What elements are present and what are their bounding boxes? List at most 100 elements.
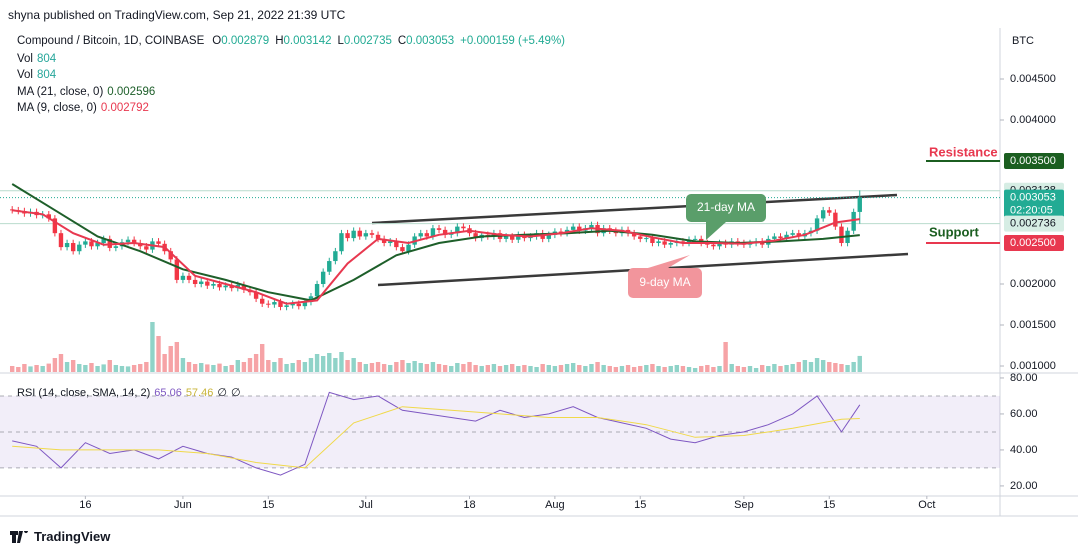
volume-bar xyxy=(345,360,350,372)
volume-bar xyxy=(9,366,15,372)
volume-bar xyxy=(814,358,820,372)
level-label: Resistance xyxy=(929,144,998,159)
candle-body xyxy=(369,233,375,235)
candle-body xyxy=(772,236,777,239)
volume-bar xyxy=(40,366,45,372)
volume-bar xyxy=(601,365,606,372)
candle-body xyxy=(156,241,161,244)
volume-bar xyxy=(290,363,295,372)
volume-bar xyxy=(449,366,454,372)
candle-body xyxy=(345,233,350,239)
volume-bar xyxy=(662,367,667,372)
volume-bar xyxy=(558,365,564,372)
volume-bar xyxy=(686,367,692,372)
volume-bar xyxy=(540,364,545,372)
candle-body xyxy=(436,228,442,230)
volume-bar xyxy=(70,360,76,372)
candle-body xyxy=(400,247,405,252)
candle-body xyxy=(790,233,795,235)
candle-body xyxy=(546,234,551,239)
rsi-tick-label: 40.00 xyxy=(1010,444,1038,456)
candle-body xyxy=(272,302,277,305)
volume-bar xyxy=(217,363,222,372)
volume-bar xyxy=(327,353,332,372)
volume-bar xyxy=(827,362,832,372)
candle-body xyxy=(650,238,655,244)
volume-bar xyxy=(205,364,210,372)
vol-value: 804 xyxy=(37,69,57,81)
volume-bar xyxy=(735,366,741,372)
volume-bar xyxy=(144,362,149,372)
candle-body xyxy=(516,234,521,240)
callout-pointer xyxy=(648,255,690,268)
candle-body xyxy=(259,298,265,304)
candle-body xyxy=(778,236,783,239)
rsi-sma-line xyxy=(12,406,860,469)
volume-bar xyxy=(741,367,747,372)
candle-body xyxy=(394,241,399,248)
brand: TradingView xyxy=(34,529,111,544)
candle-body xyxy=(461,226,466,229)
ohlc-value: 0.002879 xyxy=(221,35,270,47)
rsi-tick-label: 60.00 xyxy=(1010,408,1038,420)
rsi-extra: ∅ xyxy=(217,387,227,399)
volume-bar xyxy=(839,364,844,372)
volume-bar xyxy=(259,344,265,372)
candle-body xyxy=(223,285,228,288)
candle-body xyxy=(58,233,64,248)
volume-bar xyxy=(552,366,558,372)
candle-body xyxy=(509,236,515,240)
candle-body xyxy=(253,292,259,299)
candle-body xyxy=(820,210,826,219)
x-tick-label: Jun xyxy=(174,499,192,511)
candle-body xyxy=(381,238,387,244)
volume-bar xyxy=(223,366,228,372)
volume-bar xyxy=(528,366,533,372)
ohlc-label: O xyxy=(212,35,222,47)
volume-bar xyxy=(485,365,491,372)
vol-value: 804 xyxy=(37,53,57,65)
candle-body xyxy=(357,230,362,237)
volume-bar xyxy=(534,367,539,372)
volume-bar xyxy=(64,362,70,372)
volume-bar xyxy=(607,366,612,372)
ma-name: MA (9, close, 0) xyxy=(17,102,97,114)
candle-body xyxy=(827,210,832,213)
candle-body xyxy=(851,211,856,231)
candle-body xyxy=(205,281,210,286)
volume-bar xyxy=(89,363,94,372)
volume-bar xyxy=(546,365,551,372)
candle-body xyxy=(503,236,509,239)
volume-bar xyxy=(235,360,241,372)
volume-bar xyxy=(461,364,466,372)
volume-bar xyxy=(699,366,704,372)
volume-bar xyxy=(272,362,277,372)
volume-bar xyxy=(656,366,661,372)
candle-body xyxy=(717,243,722,247)
candle-body xyxy=(241,284,247,290)
candle-body xyxy=(418,233,423,237)
callout-text: 21-day MA xyxy=(697,200,755,214)
volume-bar xyxy=(619,366,625,372)
price-label: 0.003053 xyxy=(1010,192,1056,204)
x-tick-label: Sep xyxy=(734,499,754,511)
rsi-tick-label: 20.00 xyxy=(1010,480,1038,492)
candle-body xyxy=(314,284,320,297)
candle-body xyxy=(388,241,393,244)
candle-body xyxy=(52,218,58,234)
volume-bar xyxy=(680,366,686,372)
callout-pointer xyxy=(706,222,726,240)
callout-box xyxy=(628,268,702,298)
volume-bar xyxy=(162,354,167,372)
volume-bar xyxy=(796,362,801,372)
volume-bar xyxy=(674,365,680,372)
y-tick-label: 0.004500 xyxy=(1010,73,1056,85)
volume-bar xyxy=(778,366,783,372)
volume-bar xyxy=(199,363,204,372)
level-price-box xyxy=(1004,153,1064,170)
candle-body xyxy=(814,218,820,231)
candle-body xyxy=(180,275,186,280)
symbol: Compound / Bitcoin, 1D, COINBASE xyxy=(17,35,205,47)
volume-bar xyxy=(467,362,472,372)
volume-bar xyxy=(394,362,399,372)
